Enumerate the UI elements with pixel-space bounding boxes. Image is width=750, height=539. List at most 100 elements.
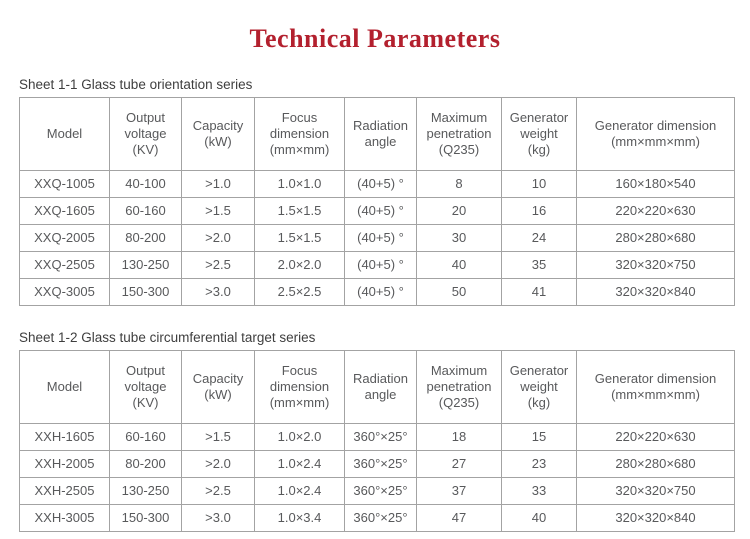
page-title: Technical Parameters — [249, 24, 501, 53]
table-cell: 60-160 — [109, 423, 182, 451]
column-header: Output voltage (KV) — [109, 350, 182, 424]
column-header: Radiation angle — [344, 350, 417, 424]
table-cell: XXH-2005 — [19, 450, 110, 478]
table-header: Model Output voltage (KV) Capacity (kW) Foc… — [19, 350, 735, 424]
header-row: Model Output voltage (KV) Capacity (kW) Foc… — [19, 97, 735, 171]
table-cell: 40-100 — [109, 170, 182, 198]
table-cell: 27 — [416, 450, 502, 478]
table-cell: (40+5) ° — [344, 251, 417, 279]
table-cell: 360°×25° — [344, 423, 417, 451]
table-row: XXH-2505 130-250 >2.5 1.0×2.4 360°×25° 37 33 32… — [19, 477, 735, 505]
table-cell: 10 — [501, 170, 577, 198]
table-cell: 41 — [501, 278, 577, 306]
table-cell: 37 — [416, 477, 502, 505]
table-cell: 220×220×630 — [576, 197, 735, 225]
column-header: Radiation angle — [344, 97, 417, 171]
table-cell: 2.0×2.0 — [254, 251, 345, 279]
table-cell: (40+5) ° — [344, 278, 417, 306]
table-cell: 40 — [501, 504, 577, 532]
table-cell: 16 — [501, 197, 577, 225]
sheet-1-2-caption: Sheet 1-2 Glass tube circumferential tar… — [19, 330, 316, 345]
table-cell: XXQ-3005 — [19, 278, 110, 306]
glass-tube-orientation-series-table: Model Output voltage (KV) Capacity (kW) Foc… — [19, 97, 735, 306]
table-cell: 360°×25° — [344, 477, 417, 505]
table-cell: 1.0×2.0 — [254, 423, 345, 451]
column-header: Maximum penetration (Q235) — [416, 350, 502, 424]
table-header: Model Output voltage (KV) Capacity (kW) Foc… — [19, 97, 735, 171]
table-cell: 1.0×1.0 — [254, 170, 345, 198]
table-cell: 1.0×2.4 — [254, 477, 345, 505]
column-header: Capacity (kW) — [181, 97, 255, 171]
table-cell: 280×280×680 — [576, 224, 735, 252]
column-header: Generator dimension (mm×mm×mm) — [576, 350, 735, 424]
table-cell: 160×180×540 — [576, 170, 735, 198]
column-header: Generator weight (kg) — [501, 97, 577, 171]
table-cell: XXH-2505 — [19, 477, 110, 505]
table-cell: >2.5 — [181, 477, 255, 505]
table-cell: >2.5 — [181, 251, 255, 279]
table-row: XXQ-2505 130-250 >2.5 2.0×2.0 (40+5) ° 40 35 32… — [19, 251, 735, 279]
column-header: Generator weight (kg) — [501, 350, 577, 424]
table-cell: 60-160 — [109, 197, 182, 225]
table-cell: 30 — [416, 224, 502, 252]
table-cell: 150-300 — [109, 504, 182, 532]
column-header: Focus dimension (mm×mm) — [254, 97, 345, 171]
table-cell: 40 — [416, 251, 502, 279]
table-cell: >3.0 — [181, 504, 255, 532]
table-cell: 320×320×750 — [576, 477, 735, 505]
table-cell: XXH-1605 — [19, 423, 110, 451]
table-cell: 150-300 — [109, 278, 182, 306]
table-cell: >2.0 — [181, 224, 255, 252]
table-cell: >3.0 — [181, 278, 255, 306]
header-row: Model Output voltage (KV) Capacity (kW) Foc… — [19, 350, 735, 424]
table-cell: (40+5) ° — [344, 224, 417, 252]
table-cell: 320×320×840 — [576, 278, 735, 306]
table-cell: 360°×25° — [344, 450, 417, 478]
table-cell: 8 — [416, 170, 502, 198]
table-row: XXQ-2005 80-200 >2.0 1.5×1.5 (40+5) ° 30 24 280… — [19, 224, 735, 252]
table-cell: 2.5×2.5 — [254, 278, 345, 306]
table-body: XXH-1605 60-160 >1.5 1.0×2.0 360°×25° 18 15 220… — [19, 423, 735, 532]
table-cell: 130-250 — [109, 477, 182, 505]
column-header: Output voltage (KV) — [109, 97, 182, 171]
column-header: Model — [19, 350, 110, 424]
table-cell: (40+5) ° — [344, 197, 417, 225]
table-cell: XXH-3005 — [19, 504, 110, 532]
column-header: Focus dimension (mm×mm) — [254, 350, 345, 424]
table-row: XXH-2005 80-200 >2.0 1.0×2.4 360°×25° 27 23 280… — [19, 450, 735, 478]
table-cell: 280×280×680 — [576, 450, 735, 478]
sheet-1-1-caption: Sheet 1-1 Glass tube orientation series — [19, 77, 253, 92]
table-cell: 360°×25° — [344, 504, 417, 532]
table-cell: 47 — [416, 504, 502, 532]
table-cell: XXQ-2505 — [19, 251, 110, 279]
table-cell: 50 — [416, 278, 502, 306]
table-cell: 18 — [416, 423, 502, 451]
table-cell: 20 — [416, 197, 502, 225]
table-cell: 35 — [501, 251, 577, 279]
table-cell: (40+5) ° — [344, 170, 417, 198]
table-cell: 33 — [501, 477, 577, 505]
glass-tube-circumferential-target-series-table: Model Output voltage (KV) Capacity (kW) Foc… — [19, 350, 735, 532]
table-cell: >1.5 — [181, 197, 255, 225]
table-cell: 220×220×630 — [576, 423, 735, 451]
column-header: Maximum penetration (Q235) — [416, 97, 502, 171]
table-cell: 130-250 — [109, 251, 182, 279]
table-cell: XXQ-2005 — [19, 224, 110, 252]
table-cell: 1.0×2.4 — [254, 450, 345, 478]
column-header: Capacity (kW) — [181, 350, 255, 424]
table-row: XXQ-1605 60-160 >1.5 1.5×1.5 (40+5) ° 20 16 220… — [19, 197, 735, 225]
table-cell: 15 — [501, 423, 577, 451]
column-header: Model — [19, 97, 110, 171]
table-cell: 1.0×3.4 — [254, 504, 345, 532]
column-header: Generator dimension (mm×mm×mm) — [576, 97, 735, 171]
table-cell: 23 — [501, 450, 577, 478]
table-cell: XXQ-1005 — [19, 170, 110, 198]
table-row: XXQ-3005 150-300 >3.0 2.5×2.5 (40+5) ° 50 41 32… — [19, 278, 735, 306]
table-cell: >2.0 — [181, 450, 255, 478]
table-cell: >1.0 — [181, 170, 255, 198]
table-body: XXQ-1005 40-100 >1.0 1.0×1.0 (40+5) ° 8 10 160×… — [19, 170, 735, 306]
table-row: XXQ-1005 40-100 >1.0 1.0×1.0 (40+5) ° 8 10 160×… — [19, 170, 735, 198]
table-cell: 1.5×1.5 — [254, 197, 345, 225]
table-cell: 80-200 — [109, 224, 182, 252]
